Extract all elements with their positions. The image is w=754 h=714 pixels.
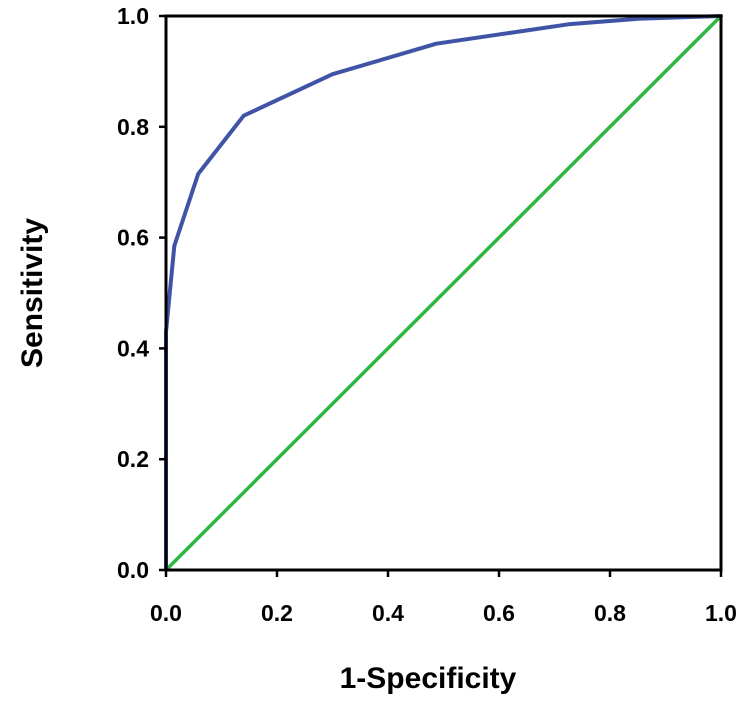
x-tick-label: 0.6 [483,600,515,626]
x-tick-label: 0.2 [261,600,293,626]
series-layer [164,14,723,572]
y-tick-label: 0.4 [117,335,149,361]
x-tick-label: 0.4 [372,600,404,626]
y-tick-label: 0.6 [117,225,149,251]
y-tick-label: 0.0 [117,557,149,583]
y-tick-label: 0.2 [117,446,149,472]
y-tick-label: 1.0 [117,3,149,29]
x-tick-label: 1.0 [705,600,737,626]
y-axis-title: Sensitivity [16,218,49,368]
reference-diagonal-line [164,14,723,572]
x-axis-title: 1-Specificity [340,662,517,695]
y-tick-label: 0.8 [117,114,149,140]
plot-frame [164,14,723,572]
y-axis: 0.0 0.2 0.4 0.6 0.8 1.0 [117,3,166,583]
x-axis: 0.0 0.2 0.4 0.6 0.8 1.0 [150,570,737,626]
x-tick-label: 0.0 [150,600,182,626]
x-tick-label: 0.8 [594,600,626,626]
